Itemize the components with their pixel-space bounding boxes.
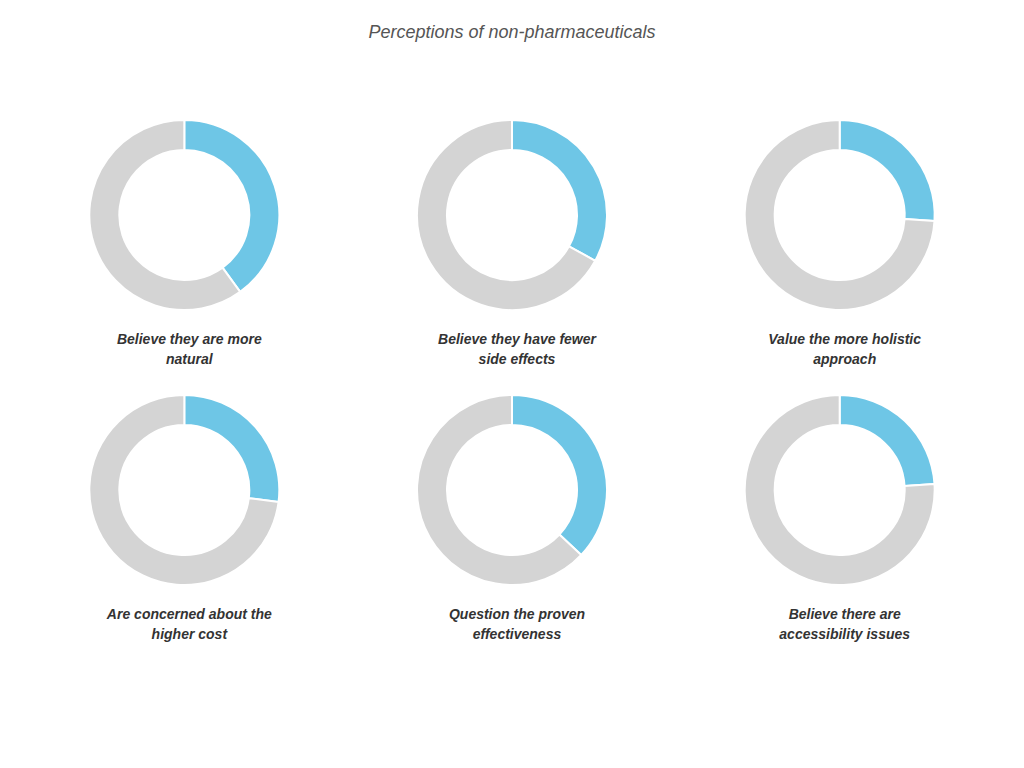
svg-text:Believe they have fewer: Believe they have fewer <box>438 331 598 347</box>
svg-text:natural: natural <box>166 351 214 367</box>
svg-text:Are concerned about the: Are concerned about the <box>106 606 272 622</box>
svg-text:Believe they are more: Believe they are more <box>117 331 262 347</box>
svg-text:side effects: side effects <box>479 351 556 367</box>
svg-text:Believe there are: Believe there are <box>789 606 901 622</box>
svg-text:Question the proven: Question the proven <box>449 606 585 622</box>
svg-text:accessibility issues: accessibility issues <box>779 626 910 642</box>
svg-text:Perceptions of non-pharmaceuti: Perceptions of non-pharmaceuticals <box>368 22 655 42</box>
svg-text:approach: approach <box>813 351 876 367</box>
svg-text:Value the more holistic: Value the more holistic <box>768 331 921 347</box>
svg-text:effectiveness: effectiveness <box>473 626 562 642</box>
svg-text:higher cost: higher cost <box>152 626 229 642</box>
